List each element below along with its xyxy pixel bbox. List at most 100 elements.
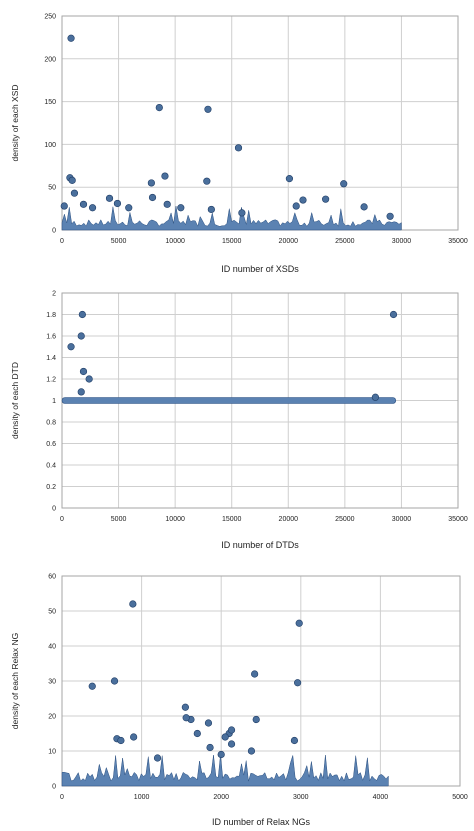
x-tick-label: 1000 [134,794,150,801]
y-tick-label: 1.8 [46,312,56,319]
x-tick-label: 20000 [279,238,299,245]
y-tick-label: 250 [44,14,56,21]
data-point [85,375,93,383]
xsd-density-chart: 0 5000 10000 15000 20000 25000 30000 35000 0 50 10… [0,0,474,283]
y-tick-label: 30 [48,679,56,686]
plot-frame [61,15,459,231]
data-point [67,34,75,42]
data-point [290,736,299,745]
y-tick-label: 200 [44,56,56,63]
xsd-density-plot: 0 5000 10000 15000 20000 25000 30000 35000 0 50 10… [10,14,468,275]
data-point [177,204,185,212]
dtd-density-plot: 0 5000 10000 15000 20000 25000 30000 35000 0 0.2 0… [10,291,468,551]
data-point [130,733,138,741]
data-point [110,677,119,685]
y-tick-label: 100 [44,142,56,149]
data-point [294,679,302,687]
data-point [227,726,236,734]
data-point [386,212,394,220]
baseline-density-band [61,754,389,787]
data-point [292,202,300,210]
y-tick-label: 50 [48,185,56,192]
dtd-density-chart: 0 5000 10000 15000 20000 25000 30000 35000 0 0.2 0… [0,283,474,566]
x-tick-label: 35000 [448,238,468,245]
data-point [78,310,86,319]
x-tick-label: 35000 [448,516,468,523]
data-point [155,103,163,112]
x-tick-label: 10000 [165,516,185,523]
x-axis-label: ID number of Relax NGs [212,817,311,827]
x-tick-label: 0 [60,794,64,801]
data-point [389,310,398,319]
data-point [77,332,85,340]
x-tick-label: 25000 [335,238,355,245]
data-point [181,703,189,711]
x-tick-label: 30000 [392,238,412,245]
data-point [295,619,303,627]
y-tick-label: 1 [52,398,56,405]
x-axis-label: ID number of DTDs [221,540,299,550]
x-tick-label: 25000 [335,516,355,523]
data-point [340,180,348,188]
y-axis-label: density of each Relax NG [10,633,20,729]
data-point [251,670,259,678]
y-tick-label: 0 [52,506,56,513]
data-point [371,393,380,401]
y-tick-label: 50 [48,609,56,616]
y-tick-label: 20 [48,714,56,721]
data-point [77,388,85,396]
data-point [252,715,260,724]
data-point [285,175,294,183]
data-point [227,740,236,748]
data-point [322,195,330,203]
data-point [207,205,215,214]
y-tick-label: 1.4 [46,355,56,362]
data-point [238,209,246,217]
y-tick-label: 0.6 [46,441,56,448]
y-axis-label: density of each XSD [10,84,20,161]
x-tick-label: 5000 [111,516,127,523]
relaxng-density-plot: 0 1000 2000 3000 4000 5000 0 10 20 30 40 50 60 ID num… [10,574,468,828]
data-point [88,204,97,212]
data-point [204,105,212,113]
y-tick-label: 0 [52,228,56,235]
y-tick-label: 40 [48,644,56,651]
x-tick-label: 0 [60,238,64,245]
baseline-density-band [61,397,397,404]
data-point [182,714,190,722]
data-point [204,719,213,727]
x-tick-label: 4000 [373,794,389,801]
x-tick-label: 15000 [222,238,242,245]
y-tick-label: 0.2 [46,484,56,491]
y-tick-label: 0 [52,784,56,791]
data-point [234,144,243,152]
x-tick-label: 5000 [111,238,127,245]
y-tick-label: 2 [52,291,56,298]
y-tick-label: 0.4 [46,463,56,470]
data-point [148,193,157,202]
x-tick-label: 0 [60,516,64,523]
data-point [79,367,88,376]
x-tick-label: 15000 [222,516,242,523]
data-point [60,202,68,210]
data-point [247,747,256,755]
x-tick-label: 5000 [452,794,468,801]
data-point [113,199,122,208]
data-point [129,600,137,608]
x-tick-label: 30000 [392,516,412,523]
data-point [79,200,88,208]
data-point [67,343,75,351]
baseline-density-band [61,206,402,231]
relaxng-density-chart: 0 1000 2000 3000 4000 5000 0 10 20 30 40 50 60 ID num… [0,566,474,831]
x-tick-label: 3000 [293,794,309,801]
data-point [105,194,114,202]
data-point [299,196,307,204]
x-tick-label: 10000 [165,238,185,245]
data-point [147,179,155,187]
data-point [360,203,368,211]
data-point [125,204,133,212]
data-point [193,729,201,738]
y-axis-label: density of each DTD [10,362,20,439]
y-tick-label: 1.2 [46,377,56,384]
data-point [117,736,125,745]
